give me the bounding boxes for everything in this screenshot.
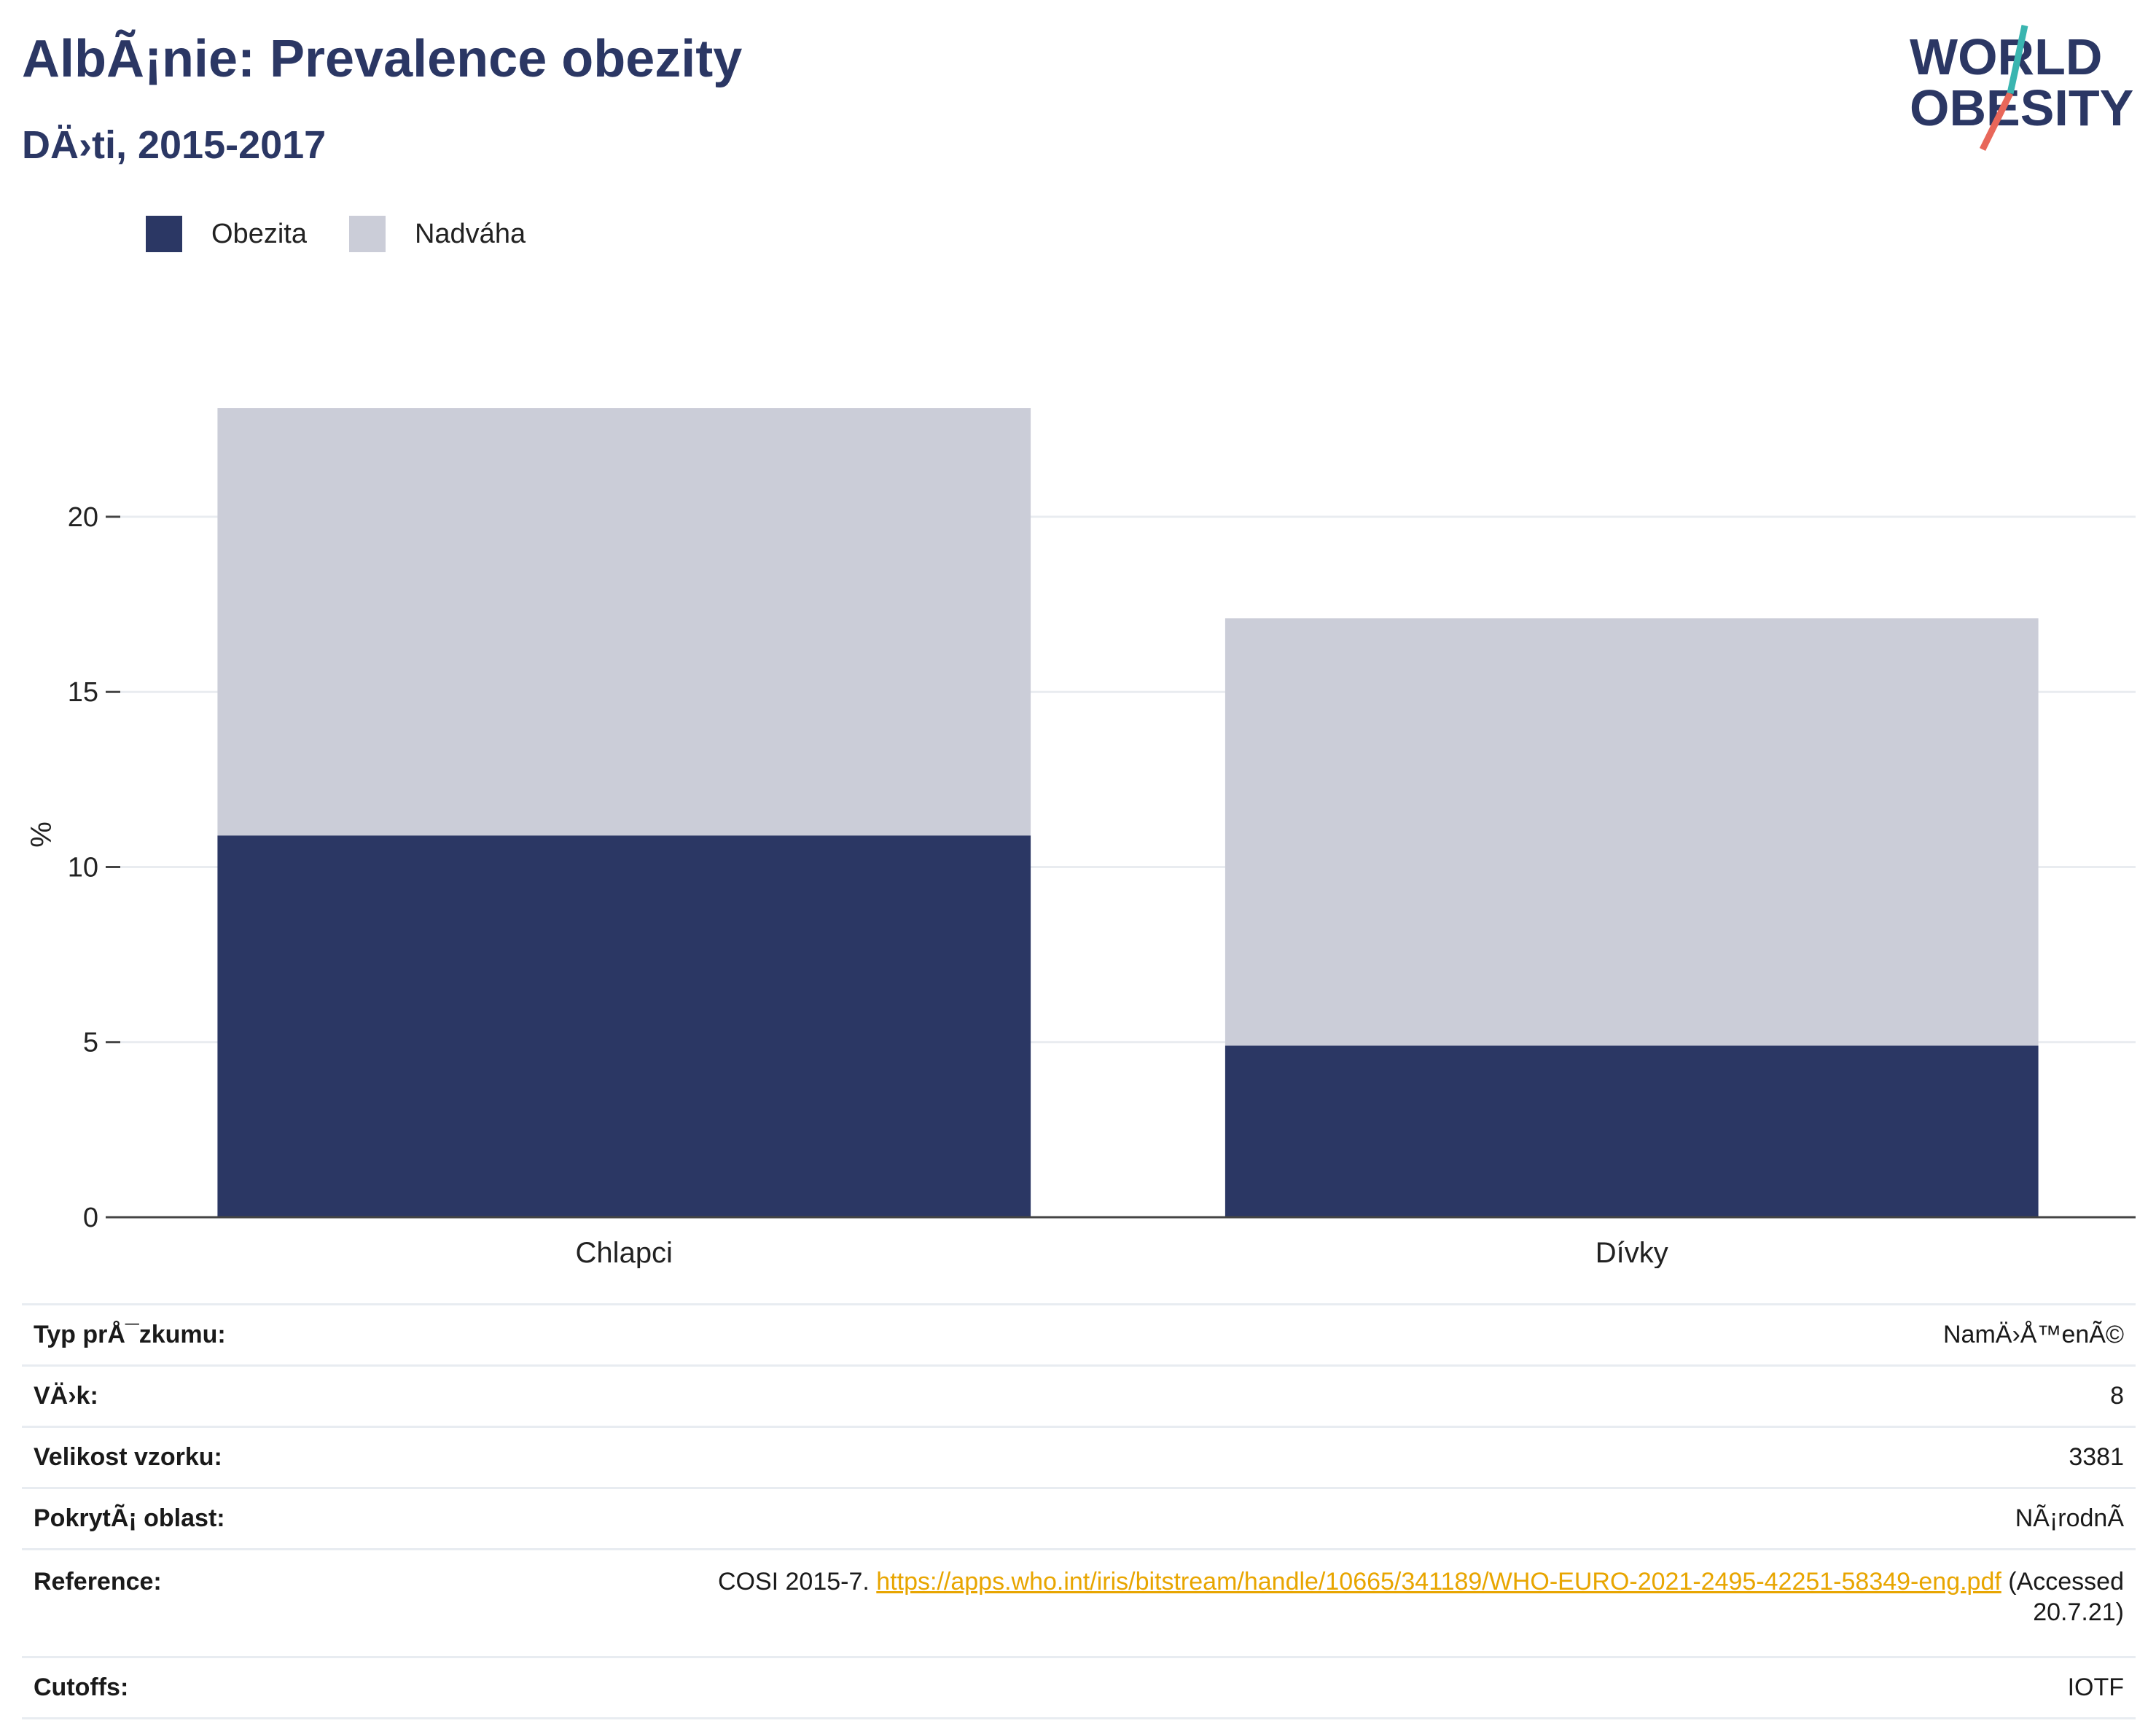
- bar-nadv-ha-d-vky: [1225, 618, 2039, 1046]
- chart-subtitle: DÄ›ti, 2015-2017: [22, 123, 327, 167]
- reference-suffix-date: 20.7.21): [2033, 1598, 2124, 1626]
- info-key: Reference:: [22, 1548, 299, 1657]
- info-row: Typ prÅ¯zkumu: NamÄ›Å™enÃ©: [22, 1303, 2136, 1366]
- legend-label-nadvaha: Nadváha: [414, 218, 526, 249]
- bar-nadv-ha-chlapci: [217, 408, 1031, 836]
- reference-suffix: (Accessed: [2008, 1568, 2124, 1596]
- y-tick-label: 20: [68, 502, 98, 533]
- y-tick-label: 10: [68, 852, 98, 883]
- y-tick-label: 15: [68, 677, 98, 708]
- info-key: Cutoffs:: [22, 1656, 299, 1719]
- chart-legend: Obezita Nadváha: [146, 216, 568, 252]
- svg-text:WORLD: WORLD: [1910, 28, 2102, 85]
- y-tick-label: 0: [83, 1203, 98, 1233]
- bar-obezita-d-vky: [1225, 1045, 2039, 1217]
- x-tick-label: Chlapci: [576, 1237, 673, 1268]
- info-value: NamÄ›Å™enÃ©: [298, 1303, 2136, 1366]
- info-row-reference: Reference: COSI 2015-7. https://apps.who…: [22, 1548, 2136, 1657]
- info-key: VÄ›k:: [22, 1364, 299, 1427]
- info-row-cutoffs: Cutoffs: IOTF: [22, 1656, 2136, 1719]
- reference-value: COSI 2015-7. https://apps.who.int/iris/b…: [298, 1548, 2136, 1657]
- bar-obezita-chlapci: [217, 835, 1031, 1217]
- chart-title: AlbÃ¡nie: Prevalence obezity: [22, 30, 743, 88]
- reference-link[interactable]: https://apps.who.int/iris/bitstream/hand…: [876, 1568, 2001, 1596]
- info-row: PokrytÃ¡ oblast: NÃ¡rodnÃ: [22, 1487, 2136, 1550]
- stacked-bar-chart: 0 5 10 15 20% Chlapci Dívky: [26, 408, 2136, 1268]
- y-tick-label: 5: [83, 1028, 98, 1058]
- svg-text:OBESITY: OBESITY: [1910, 79, 2133, 136]
- x-tick-label: Dívky: [1595, 1237, 1668, 1268]
- info-value: 3381: [298, 1426, 2136, 1488]
- info-value: IOTF: [298, 1656, 2136, 1719]
- info-value: 8: [298, 1364, 2136, 1427]
- legend-label-obezita: Obezita: [211, 218, 307, 249]
- reference-prefix: COSI 2015-7.: [717, 1568, 870, 1596]
- survey-info-table: Typ prÅ¯zkumu: NamÄ›Å™enÃ© VÄ›k: 8 Velik…: [22, 1303, 2136, 1719]
- info-key: Typ prÅ¯zkumu:: [22, 1303, 299, 1366]
- legend-swatch-nadvaha: [348, 216, 386, 252]
- world-obesity-logo: WORLD OBESITY: [1910, 25, 2133, 151]
- info-key: Velikost vzorku:: [22, 1426, 299, 1488]
- info-row: VÄ›k: 8: [22, 1364, 2136, 1427]
- legend-swatch-obezita: [146, 216, 182, 252]
- info-value: NÃ¡rodnÃ: [298, 1487, 2136, 1550]
- y-axis-label: %: [26, 821, 58, 848]
- info-key: PokrytÃ¡ oblast:: [22, 1487, 299, 1550]
- info-row: Velikost vzorku: 3381: [22, 1426, 2136, 1488]
